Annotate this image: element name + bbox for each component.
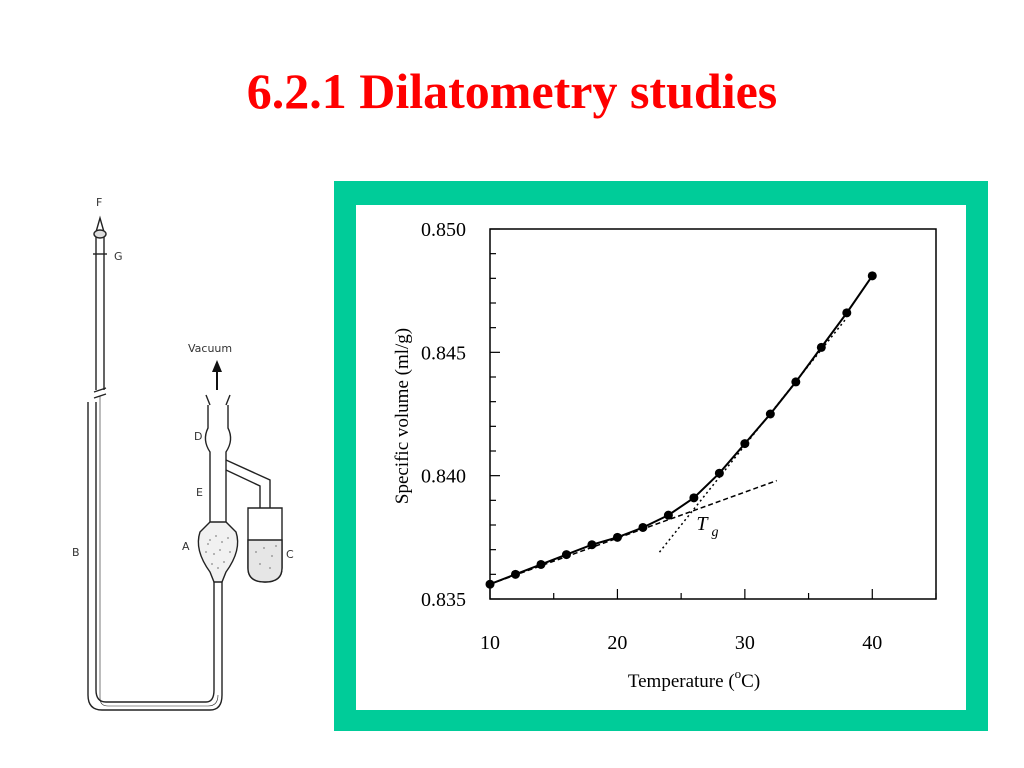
x-axis-label: Temperature (oC)	[628, 666, 760, 692]
chart-panel: 10 20 30 40 0.835 0.840 0.845 0.850 Specific vo…	[356, 205, 966, 710]
label-A: A	[182, 540, 190, 553]
x-tick-label: 20	[607, 632, 627, 654]
data-point	[587, 540, 597, 550]
x-tick-label: 40	[862, 632, 882, 654]
data-point	[765, 409, 775, 419]
label-G: G	[114, 250, 123, 263]
specific-volume-chart: 10 20 30 40 0.835 0.840 0.845 0.850 Specific vo…	[392, 219, 937, 692]
label-E: E	[196, 486, 203, 499]
x-axis-label-end: C)	[741, 671, 760, 692]
tangent-line	[489, 479, 777, 585]
y-tick-label: 0.835	[421, 589, 466, 611]
x-axis-label-main: Temperature (	[628, 671, 735, 692]
data-point	[867, 271, 877, 281]
label-B: B	[72, 546, 80, 559]
label-vacuum: Vacuum	[188, 342, 232, 355]
data-point	[791, 377, 801, 387]
y-axis-label: Specific volume (ml/g)	[392, 328, 413, 504]
x-tick-label: 30	[735, 632, 755, 654]
data-point	[740, 439, 750, 449]
data-point	[536, 559, 546, 569]
data-point	[714, 468, 724, 478]
tg-annotation-main: T	[696, 513, 709, 535]
data-point	[485, 579, 495, 589]
label-F: F	[96, 196, 102, 209]
slide-title: 6.2.1 Dilatometry studies	[246, 63, 778, 119]
data-point	[612, 532, 622, 542]
x-tick-label: 10	[480, 632, 500, 654]
label-C: C	[286, 548, 294, 561]
y-tick-label: 0.850	[421, 219, 466, 241]
tg-annotation-sub: g	[712, 525, 719, 540]
x-axis-label-sup: o	[735, 666, 742, 681]
data-point	[689, 493, 699, 503]
data-point	[561, 550, 571, 560]
plot-area	[489, 228, 937, 600]
data-point	[842, 308, 852, 318]
dilatometer-apparatus-icon: F G Vacuum D E A B C	[72, 196, 294, 711]
data-point	[510, 569, 520, 579]
data-point	[816, 342, 826, 352]
label-D: D	[194, 430, 202, 443]
series-line	[489, 275, 874, 586]
data-point	[663, 510, 673, 520]
chart-frame: 10 20 30 40 0.835 0.840 0.845 0.850 Specific vo…	[334, 181, 988, 731]
y-tick-label: 0.845	[421, 342, 466, 364]
y-tick-label: 0.840	[421, 466, 466, 488]
data-point	[638, 522, 648, 532]
vacuum-arrow-icon	[212, 360, 222, 390]
